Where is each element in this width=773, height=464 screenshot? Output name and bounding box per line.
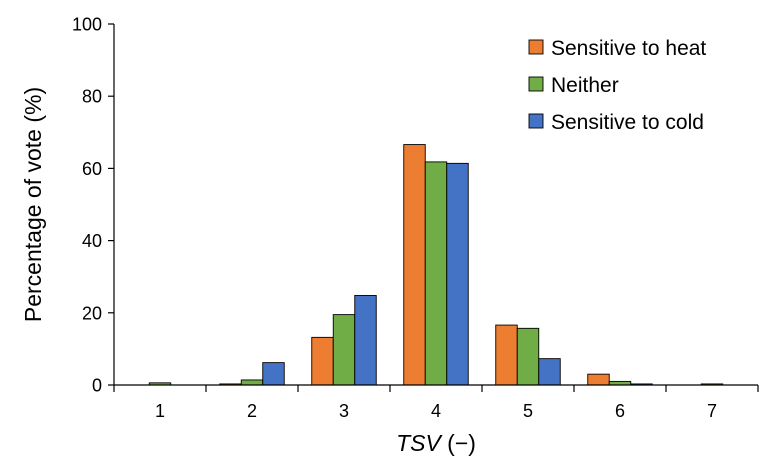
x-tick-label: 1 xyxy=(155,401,165,421)
y-tick-label: 80 xyxy=(82,87,102,107)
bar-sensitive-to-heat-tsv-6 xyxy=(587,373,610,386)
x-tick-label: 7 xyxy=(707,401,717,421)
bar-neither-tsv-3 xyxy=(332,314,356,386)
y-tick-label: 20 xyxy=(82,303,102,323)
legend: Sensitive to heat Neither Sensitive to col… xyxy=(528,37,706,134)
bar-sensitive-to-cold-tsv-4 xyxy=(446,162,469,386)
bar-neither-tsv-2 xyxy=(240,379,264,386)
legend-swatch-sensitive-to-cold xyxy=(528,113,544,129)
y-tick-label: 100 xyxy=(72,15,102,35)
x-tick-label: 5 xyxy=(523,401,533,421)
bar-neither-tsv-4 xyxy=(424,161,448,386)
legend-swatch-sensitive-to-heat xyxy=(528,39,544,55)
x-tick-label: 3 xyxy=(339,401,349,421)
bar-neither-tsv-5 xyxy=(516,327,540,386)
y-tick-label: 60 xyxy=(82,159,102,179)
axes-layer xyxy=(113,24,758,386)
bar-sensitive-to-cold-tsv-3 xyxy=(354,295,377,386)
legend-label-sensitive-to-cold: Sensitive to cold xyxy=(551,111,704,134)
x-tick-label: 6 xyxy=(615,401,625,421)
bar-sensitive-to-heat-tsv-4 xyxy=(403,144,426,386)
x-axis-title-unit: (−) xyxy=(441,430,476,456)
x-axis-title-italic: TSV xyxy=(396,430,443,456)
x-axis-title: TSV (−) xyxy=(396,430,476,456)
y-tick-label: 0 xyxy=(92,376,102,396)
ticks-layer: 0 20 40 60 80 100 1 2 3 4 5 6 7 xyxy=(72,15,759,421)
bar-sensitive-to-cold-tsv-5 xyxy=(538,358,561,386)
bars-layer xyxy=(148,144,724,386)
y-axis-title: Percentage of vote (%) xyxy=(20,87,46,322)
bar-sensitive-to-heat-tsv-5 xyxy=(495,324,518,386)
bar-sensitive-to-heat-tsv-3 xyxy=(311,336,334,386)
legend-label-sensitive-to-heat: Sensitive to heat xyxy=(551,37,706,60)
x-tick-label: 4 xyxy=(431,401,441,421)
legend-swatch-neither xyxy=(528,76,544,92)
x-tick-label: 2 xyxy=(247,401,257,421)
y-tick-label: 40 xyxy=(82,231,102,251)
bar-sensitive-to-cold-tsv-2 xyxy=(262,362,285,386)
legend-label-neither: Neither xyxy=(551,74,619,97)
